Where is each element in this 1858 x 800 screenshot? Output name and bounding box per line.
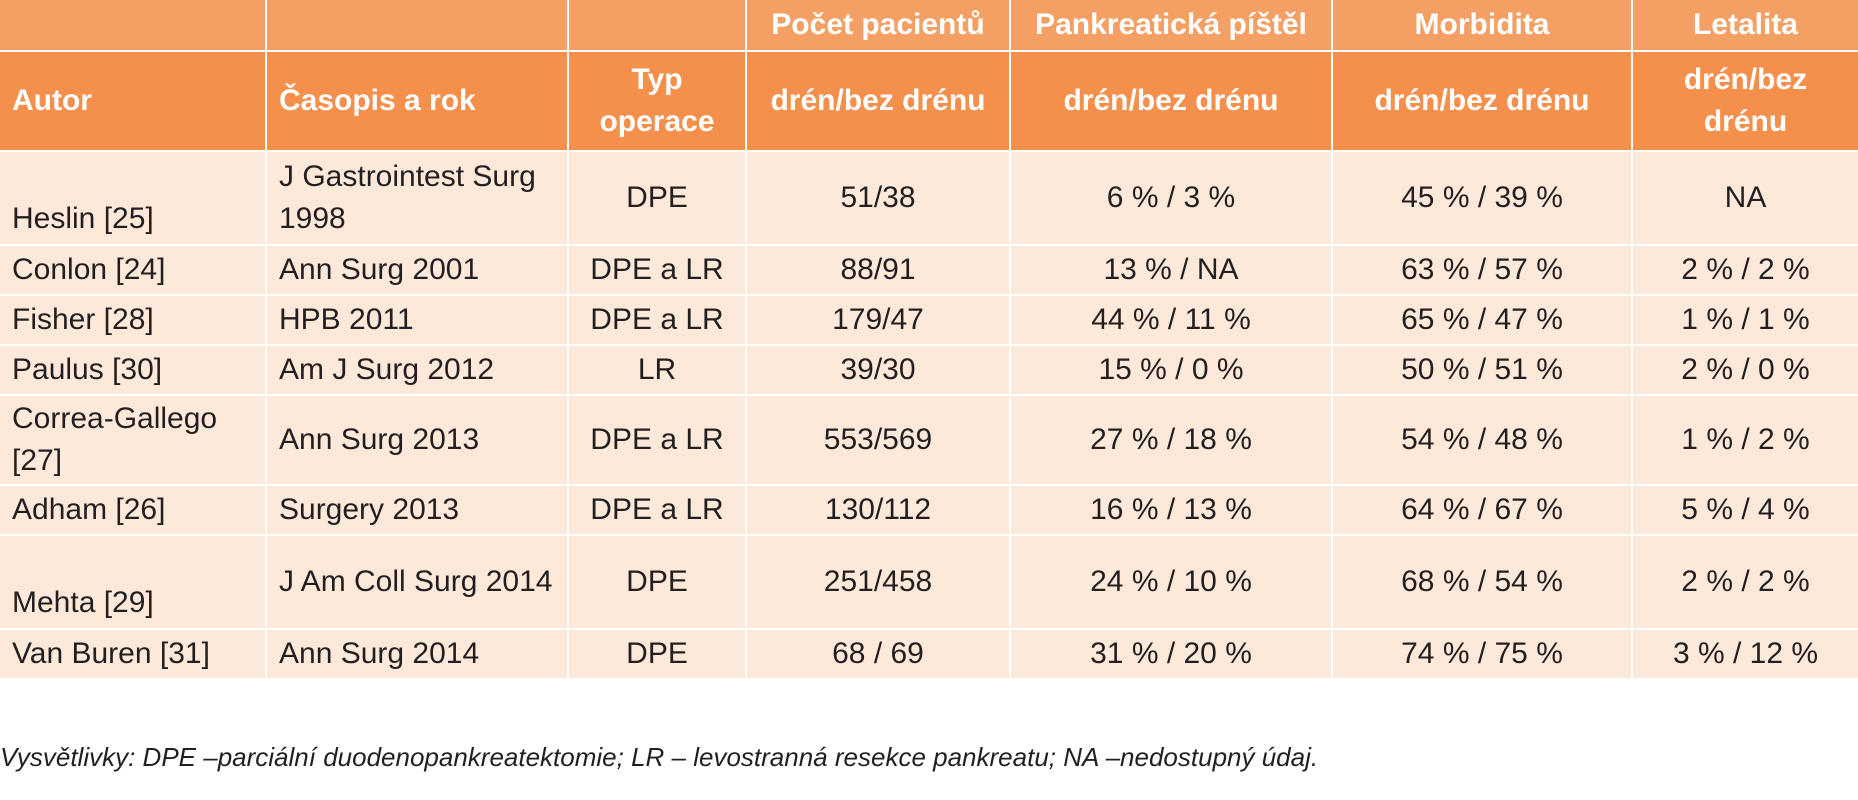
cell-author: Paulus [30]: [0, 345, 267, 396]
cell-operation: DPE a LR: [568, 245, 747, 296]
cell-patients: 251/458: [746, 535, 1011, 630]
cell-lethality: 3 % / 12 %: [1632, 629, 1858, 680]
column-header-patients: drén/bez drénu: [746, 51, 1011, 152]
table-row: Correa-Gallego [27] Ann Surg 2013 DPE a …: [0, 395, 1858, 486]
table-footnote: Vysvětlivky: DPE –parciální duodenopankr…: [0, 742, 1319, 772]
results-table: Počet pacientů Pankreatická píštěl Morbi…: [0, 0, 1858, 680]
cell-morbidity: 65 % / 47 %: [1332, 295, 1633, 346]
group-header-empty-3: [568, 0, 747, 52]
cell-journal: Ann Surg 2013: [266, 395, 569, 486]
cell-operation: LR: [568, 345, 747, 396]
cell-fistula: 24 % / 10 %: [1010, 535, 1333, 630]
cell-operation: DPE: [568, 151, 747, 246]
cell-fistula: 13 % / NA: [1010, 245, 1333, 296]
column-header-row: Autor Časopis a rok Typ operace drén/bez…: [0, 51, 1858, 152]
cell-lethality: 5 % / 4 %: [1632, 485, 1858, 536]
group-header-lethality: Letalita: [1632, 0, 1858, 52]
group-header-row: Počet pacientů Pankreatická píštěl Morbi…: [0, 0, 1858, 52]
cell-fistula: 44 % / 11 %: [1010, 295, 1333, 346]
cell-fistula: 27 % / 18 %: [1010, 395, 1333, 486]
column-header-operation-type: Typ operace: [568, 51, 747, 152]
cell-journal: Surgery 2013: [266, 485, 569, 536]
table-row: Fisher [28] HPB 2011 DPE a LR 179/47 44 …: [0, 295, 1858, 346]
cell-lethality: 1 % / 1 %: [1632, 295, 1858, 346]
cell-journal: J Gastrointest Surg 1998: [266, 151, 569, 246]
cell-journal: J Am Coll Surg 2014: [266, 535, 569, 630]
cell-morbidity: 50 % / 51 %: [1332, 345, 1633, 396]
cell-morbidity: 68 % / 54 %: [1332, 535, 1633, 630]
cell-morbidity: 74 % / 75 %: [1332, 629, 1633, 680]
cell-author: Mehta [29]: [0, 535, 267, 630]
cell-author: Adham [26]: [0, 485, 267, 536]
cell-operation: DPE a LR: [568, 485, 747, 536]
group-header-morbidity: Morbidita: [1332, 0, 1633, 52]
cell-lethality: 2 % / 2 %: [1632, 245, 1858, 296]
cell-fistula: 16 % / 13 %: [1010, 485, 1333, 536]
table-row: Conlon [24] Ann Surg 2001 DPE a LR 88/91…: [0, 245, 1858, 296]
group-header-empty-1: [0, 0, 267, 52]
cell-journal: HPB 2011: [266, 295, 569, 346]
cell-author: Conlon [24]: [0, 245, 267, 296]
cell-author: Heslin [25]: [0, 151, 267, 246]
table-row: Mehta [29] J Am Coll Surg 2014 DPE 251/4…: [0, 535, 1858, 630]
table-row: Van Buren [31] Ann Surg 2014 DPE 68 / 69…: [0, 629, 1858, 680]
table-row: Adham [26] Surgery 2013 DPE a LR 130/112…: [0, 485, 1858, 536]
cell-lethality: 2 % / 2 %: [1632, 535, 1858, 630]
cell-patients: 51/38: [746, 151, 1011, 246]
cell-operation: DPE a LR: [568, 295, 747, 346]
cell-lethality: 1 % / 2 %: [1632, 395, 1858, 486]
column-header-journal: Časopis a rok: [266, 51, 569, 152]
cell-patients: 88/91: [746, 245, 1011, 296]
column-header-fistula: drén/bez drénu: [1010, 51, 1333, 152]
cell-patients: 68 / 69: [746, 629, 1011, 680]
cell-operation: DPE a LR: [568, 395, 747, 486]
cell-morbidity: 54 % / 48 %: [1332, 395, 1633, 486]
table-row: Heslin [25] J Gastrointest Surg 1998 DPE…: [0, 151, 1858, 246]
cell-operation: DPE: [568, 535, 747, 630]
cell-morbidity: 63 % / 57 %: [1332, 245, 1633, 296]
column-header-author: Autor: [0, 51, 267, 152]
cell-author: Van Buren [31]: [0, 629, 267, 680]
cell-patients: 130/112: [746, 485, 1011, 536]
cell-lethality: 2 % / 0 %: [1632, 345, 1858, 396]
cell-operation: DPE: [568, 629, 747, 680]
cell-lethality: NA: [1632, 151, 1858, 246]
cell-patients: 39/30: [746, 345, 1011, 396]
column-header-morbidity: drén/bez drénu: [1332, 51, 1633, 152]
cell-morbidity: 64 % / 67 %: [1332, 485, 1633, 536]
cell-author: Fisher [28]: [0, 295, 267, 346]
cell-journal: Ann Surg 2014: [266, 629, 569, 680]
column-header-lethality: drén/bez drénu: [1632, 51, 1858, 152]
cell-journal: Am J Surg 2012: [266, 345, 569, 396]
cell-author: Correa-Gallego [27]: [0, 395, 267, 486]
cell-patients: 553/569: [746, 395, 1011, 486]
table-row: Paulus [30] Am J Surg 2012 LR 39/30 15 %…: [0, 345, 1858, 396]
cell-morbidity: 45 % / 39 %: [1332, 151, 1633, 246]
group-header-patients: Počet pacientů: [746, 0, 1011, 52]
group-header-fistula: Pankreatická píštěl: [1010, 0, 1333, 52]
cell-fistula: 31 % / 20 %: [1010, 629, 1333, 680]
cell-journal: Ann Surg 2001: [266, 245, 569, 296]
cell-patients: 179/47: [746, 295, 1011, 346]
group-header-empty-2: [266, 0, 569, 52]
cell-fistula: 15 % / 0 %: [1010, 345, 1333, 396]
cell-fistula: 6 % / 3 %: [1010, 151, 1333, 246]
